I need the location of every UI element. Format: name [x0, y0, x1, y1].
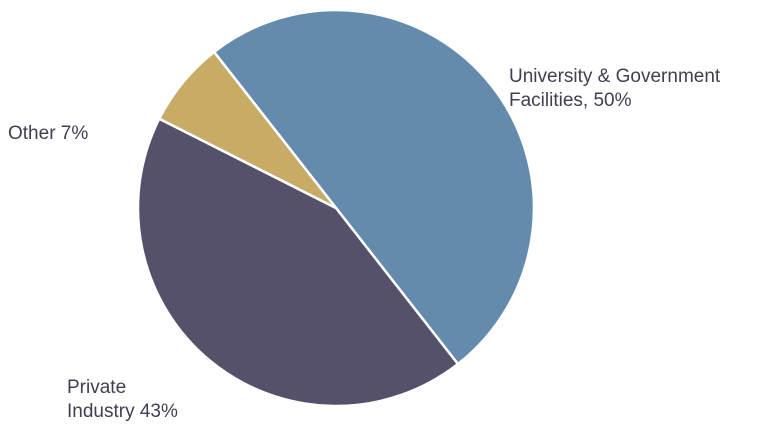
- pie-slices: [136, 8, 536, 408]
- slice-label-other: Other 7%: [8, 123, 89, 144]
- slice-private-industry: [136, 117, 460, 408]
- slice-label-private-industry: Private Industry 43%: [67, 377, 178, 422]
- slice-university-government: [212, 8, 536, 366]
- slice-label-university-government: University & Government Facilities, 50%: [509, 66, 721, 111]
- slice-other: [158, 50, 338, 210]
